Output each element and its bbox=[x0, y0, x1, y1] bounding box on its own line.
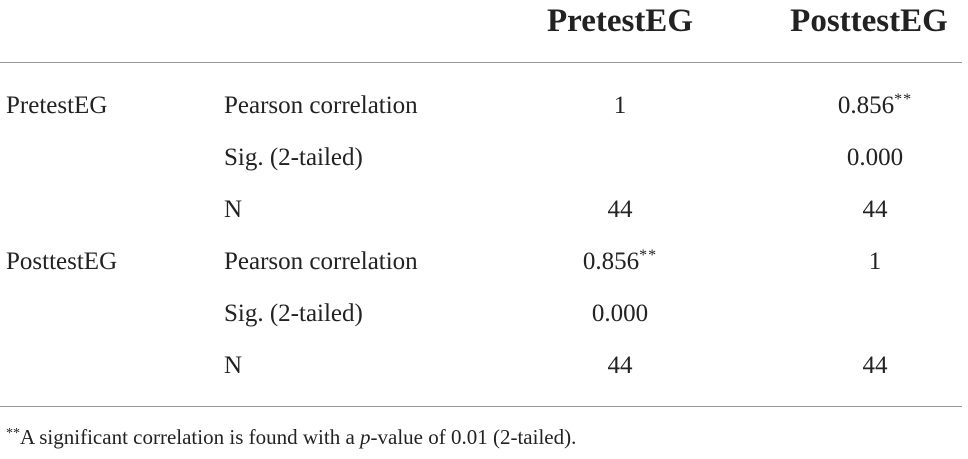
cell-posttest: 0.856** bbox=[770, 80, 968, 132]
cell-value: 0.000 bbox=[591, 300, 649, 327]
cell-value: 0.856 bbox=[582, 248, 640, 275]
row-stat-label: Pearson correlation bbox=[224, 92, 418, 119]
row-stat-label: Pearson correlation bbox=[224, 248, 418, 275]
cell-posttest: 44 bbox=[770, 184, 968, 236]
table-header-row: PretestEG PosttestEG bbox=[0, 0, 968, 62]
significance-mark: ** bbox=[894, 91, 913, 108]
cell-value: 44 bbox=[862, 196, 888, 223]
column-header-posttest: PosttestEG bbox=[790, 3, 948, 39]
table-row: N 44 44 bbox=[0, 184, 968, 236]
row-stat-label: Sig. (2-tailed) bbox=[224, 300, 363, 327]
correlation-table: PretestEG PosttestEG PretestEG Pearson c… bbox=[0, 0, 968, 407]
row-group-label: PosttestEG bbox=[6, 248, 118, 275]
cell-value: 0.000 bbox=[846, 144, 904, 171]
cell-value: 44 bbox=[607, 352, 633, 379]
table-row: PosttestEG Pearson correlation 0.856** 1 bbox=[0, 236, 968, 288]
cell-value: 1 bbox=[868, 248, 882, 275]
table-footnote: **A significant correlation is found wit… bbox=[6, 422, 576, 452]
row-stat-label: N bbox=[224, 196, 243, 223]
table-row: Sig. (2-tailed) 0.000 bbox=[0, 132, 968, 184]
table-row: N 44 44 bbox=[0, 340, 968, 392]
cell-value: 44 bbox=[607, 196, 633, 223]
cell-value: 44 bbox=[862, 352, 888, 379]
table-row: PretestEG Pearson correlation 1 0.856** bbox=[0, 80, 968, 132]
cell-pretest: 0.856** bbox=[520, 236, 720, 288]
significance-mark: ** bbox=[639, 247, 658, 264]
cell-value: 1 bbox=[613, 92, 627, 119]
footnote-text-after: -value of 0.01 (2-tailed). bbox=[370, 425, 577, 449]
header-divider bbox=[0, 62, 962, 63]
cell-pretest: 1 bbox=[520, 80, 720, 132]
cell-pretest: 0.000 bbox=[520, 288, 720, 340]
column-header-pretest: PretestEG bbox=[546, 3, 693, 39]
cell-pretest: 44 bbox=[520, 184, 720, 236]
row-group-label: PretestEG bbox=[6, 92, 108, 119]
cell-posttest: 1 bbox=[770, 236, 968, 288]
table-row: Sig. (2-tailed) 0.000 bbox=[0, 288, 968, 340]
footnote-text-before: A significant correlation is found with … bbox=[20, 425, 361, 449]
footer-divider bbox=[0, 406, 962, 407]
row-stat-label: N bbox=[224, 352, 243, 379]
cell-posttest: 0.000 bbox=[770, 132, 968, 184]
cell-pretest: 44 bbox=[520, 340, 720, 392]
cell-posttest: 44 bbox=[770, 340, 968, 392]
footnote-p-symbol: p bbox=[360, 425, 371, 449]
row-stat-label: Sig. (2-tailed) bbox=[224, 144, 363, 171]
cell-value: 0.856 bbox=[837, 92, 895, 119]
footnote-mark: ** bbox=[6, 426, 20, 441]
